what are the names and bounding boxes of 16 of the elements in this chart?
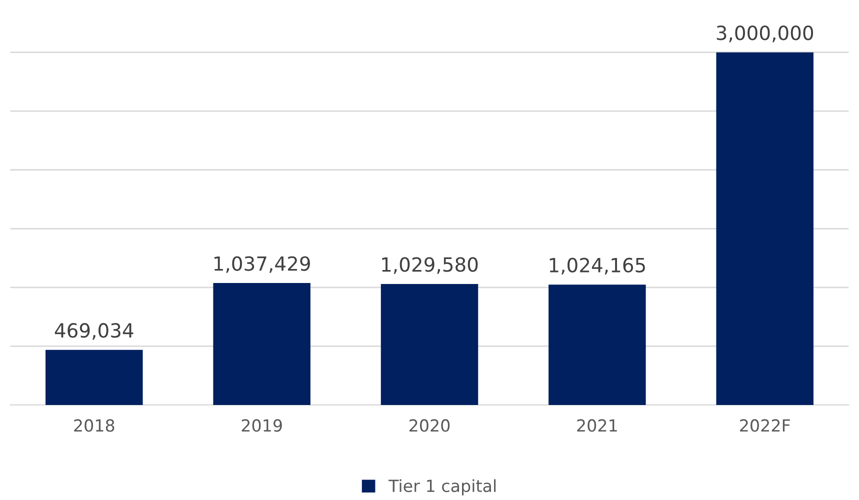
bar xyxy=(548,284,646,405)
x-tick-label: 2019 xyxy=(242,419,282,432)
x-tick-label: 2020 xyxy=(410,419,450,432)
data-label: 1,037,429 xyxy=(214,256,310,273)
x-tick-label: 2021 xyxy=(577,419,617,432)
x-tick-label: 2018 xyxy=(74,419,114,432)
bar xyxy=(380,284,478,405)
data-label: 469,034 xyxy=(54,323,134,340)
bar xyxy=(716,52,814,405)
legend-label: Tier 1 capital xyxy=(388,479,496,496)
x-tick-label: 2022F xyxy=(740,419,790,432)
data-label: 1,029,580 xyxy=(382,257,478,274)
bar xyxy=(46,350,143,405)
data-label: 3,000,000 xyxy=(716,26,814,42)
bar xyxy=(213,283,310,405)
data-label: 1,024,165 xyxy=(550,258,645,274)
